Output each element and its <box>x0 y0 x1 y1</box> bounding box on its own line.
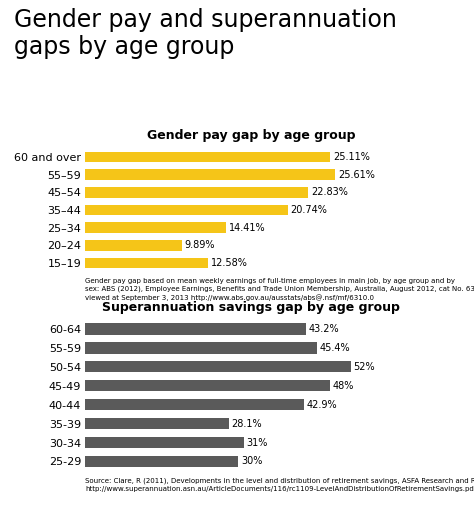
Text: 48%: 48% <box>333 381 354 391</box>
Bar <box>85 323 306 335</box>
Text: 52%: 52% <box>353 362 375 372</box>
Text: Gender pay and superannuation
gaps by age group: Gender pay and superannuation gaps by ag… <box>14 8 397 59</box>
Text: Source: Clare, R (2011), Developments in the level and distribution of retiremen: Source: Clare, R (2011), Developments in… <box>85 477 474 492</box>
Title: Superannuation savings gap by age group: Superannuation savings gap by age group <box>102 301 400 314</box>
Bar <box>85 222 226 233</box>
Text: 14.41%: 14.41% <box>229 223 265 233</box>
Bar <box>85 456 238 467</box>
Bar <box>85 204 288 215</box>
Bar <box>85 240 182 251</box>
Text: 9.89%: 9.89% <box>185 240 215 250</box>
Bar <box>85 380 330 391</box>
Bar <box>85 152 330 162</box>
Bar <box>85 418 229 429</box>
Bar <box>85 169 335 180</box>
Bar <box>85 361 351 372</box>
Bar <box>85 258 208 268</box>
Text: 43.2%: 43.2% <box>309 324 339 334</box>
Bar <box>85 437 244 448</box>
Text: 20.74%: 20.74% <box>291 205 328 215</box>
Bar <box>85 399 304 411</box>
Text: 31%: 31% <box>246 438 267 448</box>
Bar <box>85 342 317 354</box>
Text: 25.11%: 25.11% <box>333 152 370 162</box>
Text: Gender pay gap based on mean weekly earnings of full-time employees in main job,: Gender pay gap based on mean weekly earn… <box>85 278 474 301</box>
Text: 30%: 30% <box>241 457 263 467</box>
Text: 12.58%: 12.58% <box>211 258 248 268</box>
Text: 28.1%: 28.1% <box>231 418 262 429</box>
Title: Gender pay gap by age group: Gender pay gap by age group <box>147 130 356 142</box>
Text: 22.83%: 22.83% <box>311 187 348 197</box>
Text: 45.4%: 45.4% <box>319 343 350 353</box>
Bar <box>85 187 308 198</box>
Text: 25.61%: 25.61% <box>338 169 375 180</box>
Text: 42.9%: 42.9% <box>307 400 337 410</box>
